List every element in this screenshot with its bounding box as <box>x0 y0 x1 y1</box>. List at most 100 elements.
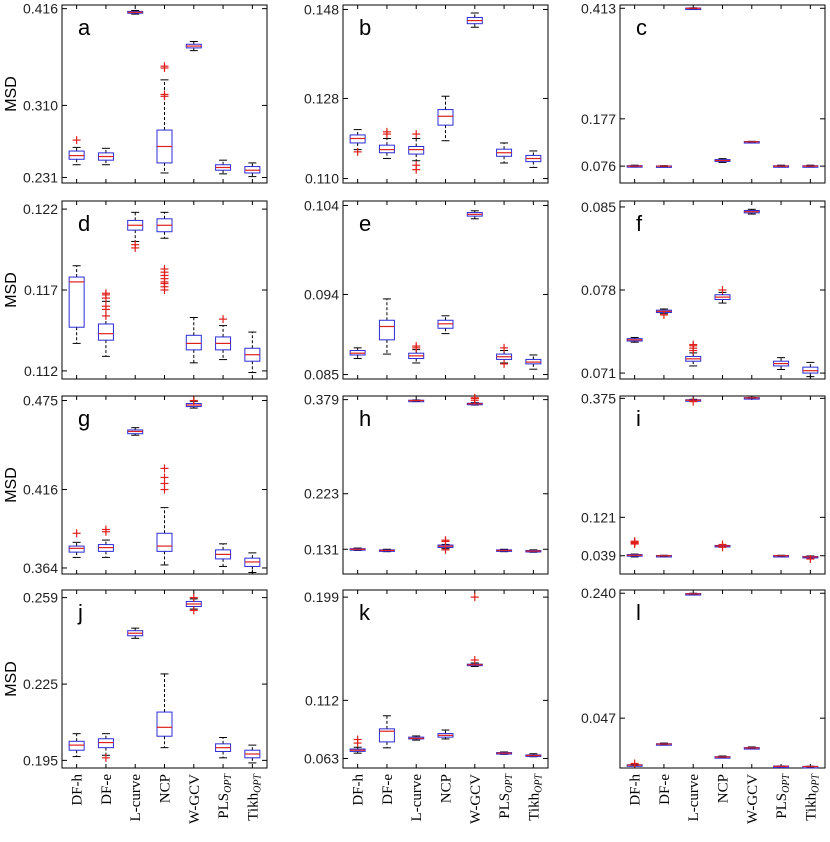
category-main: Tikh <box>526 792 542 820</box>
box-Tikh_OPT <box>244 331 261 374</box>
box-Tikh_OPT <box>525 354 542 370</box>
panel-frame <box>342 4 549 184</box>
box-DF-e <box>97 289 114 357</box>
iqr-box <box>378 319 395 341</box>
box-DF-h <box>68 529 85 558</box>
iqr-box <box>185 334 202 351</box>
outlier-point <box>412 130 421 139</box>
iqr-box <box>68 740 85 751</box>
outlier-point <box>441 536 450 545</box>
outlier-point <box>353 735 362 744</box>
iqr-box <box>68 545 85 553</box>
y-tick-label: 0.039 <box>581 548 616 564</box>
box-NCP <box>156 62 173 174</box>
iqr-box <box>378 728 395 743</box>
outlier-point <box>353 147 362 156</box>
category-subscript: OPT <box>223 773 234 793</box>
y-tick-label: 0.177 <box>581 111 616 127</box>
outlier-point <box>101 289 110 298</box>
y-axis-label: MSD <box>3 272 20 308</box>
box-DF-h <box>349 735 366 754</box>
panel-a: 0.231 0.310 0.416 a <box>23 1 268 186</box>
x-category-label: NCP <box>158 774 174 803</box>
y-tick-label: 0.063 <box>304 751 339 767</box>
box-W-GCV <box>185 41 202 52</box>
box-DF-e <box>655 165 672 168</box>
box-NCP <box>437 729 454 740</box>
box-PLS_OPT <box>773 164 790 168</box>
y-tick-label: 0.122 <box>23 201 58 217</box>
category-main: DF-e <box>657 774 673 805</box>
box-Tikh_OPT <box>802 164 819 168</box>
y-tick-label: 0.225 <box>23 676 58 692</box>
panel-j: 0.195 0.225 0.259 j <box>23 589 268 769</box>
box-L-curve <box>408 130 425 174</box>
outlier-point <box>470 656 479 665</box>
category-main: PLS <box>216 793 232 819</box>
box-DF-e <box>378 298 395 355</box>
y-tick-label: 0.085 <box>304 367 339 383</box>
box-Tikh_OPT <box>802 765 819 769</box>
outlier-point <box>101 753 110 762</box>
category-main: DF-h <box>70 774 86 806</box>
iqr-box <box>156 711 173 737</box>
x-category-label: DF-h <box>351 774 367 806</box>
iqr-box <box>408 146 425 155</box>
outlier-point <box>630 759 639 768</box>
box-L-curve <box>685 7 702 11</box>
panel-label: c <box>636 15 647 40</box>
panel-b: 0.110 0.128 0.148 b <box>304 1 549 187</box>
y-tick-label: 0.078 <box>581 282 616 298</box>
box-W-GCV <box>743 208 760 215</box>
box-NCP <box>156 464 173 566</box>
y-tick-label: 0.240 <box>581 585 616 601</box>
panel-frame <box>619 4 826 184</box>
y-tick-label: 0.223 <box>304 486 339 502</box>
y-tick-label: 0.310 <box>23 97 58 113</box>
y-axis-label: MSD <box>3 76 20 112</box>
x-category-label: DF-h <box>70 774 86 806</box>
y-tick-label: 0.071 <box>581 365 616 381</box>
box-DF-h <box>626 759 643 768</box>
y-tick-label: 0.416 <box>23 482 58 498</box>
category-subscript: OPT <box>533 773 544 793</box>
box-PLS_OPT <box>496 548 513 553</box>
outlier-point <box>718 540 727 549</box>
iqr-box <box>378 144 395 154</box>
outlier-point <box>160 62 169 71</box>
outlier-point <box>500 343 509 352</box>
outlier-point <box>160 464 169 473</box>
y-tick-label: 0.085 <box>581 199 616 215</box>
box-L-curve <box>127 427 144 436</box>
category-main: Tikh <box>245 792 261 820</box>
outlier-point <box>160 473 169 482</box>
box-DF-e <box>97 147 114 166</box>
category-main: DF-h <box>628 774 644 806</box>
y-axis-label: MSD <box>3 661 20 697</box>
box-W-GCV <box>743 140 760 144</box>
box-NCP <box>714 286 731 304</box>
box-DF-h <box>68 265 85 344</box>
category-main: NCP <box>716 774 732 803</box>
category-subscript: OPT <box>252 773 263 793</box>
box-DF-e <box>655 554 672 558</box>
box-L-curve <box>685 340 702 367</box>
panel-label: f <box>636 211 643 236</box>
x-category-label: PLSOPT <box>497 773 515 819</box>
box-PLS_OPT <box>496 142 513 164</box>
box-W-GCV <box>185 317 202 364</box>
outlier-point <box>659 310 668 319</box>
category-subscript: OPT <box>504 773 515 793</box>
category-main: Tikh <box>803 792 819 820</box>
y-tick-label: 0.475 <box>23 393 58 409</box>
panel-label: k <box>359 600 371 625</box>
category-main: DF-h <box>351 774 367 806</box>
y-tick-label: 0.112 <box>24 363 58 379</box>
box-DF-e <box>378 548 395 553</box>
box-Tikh_OPT <box>244 744 261 764</box>
box-Tikh_OPT <box>525 549 542 553</box>
x-category-label: TikhOPT <box>803 773 821 821</box>
category-main: PLS <box>497 793 513 819</box>
box-DF-h <box>68 136 85 166</box>
